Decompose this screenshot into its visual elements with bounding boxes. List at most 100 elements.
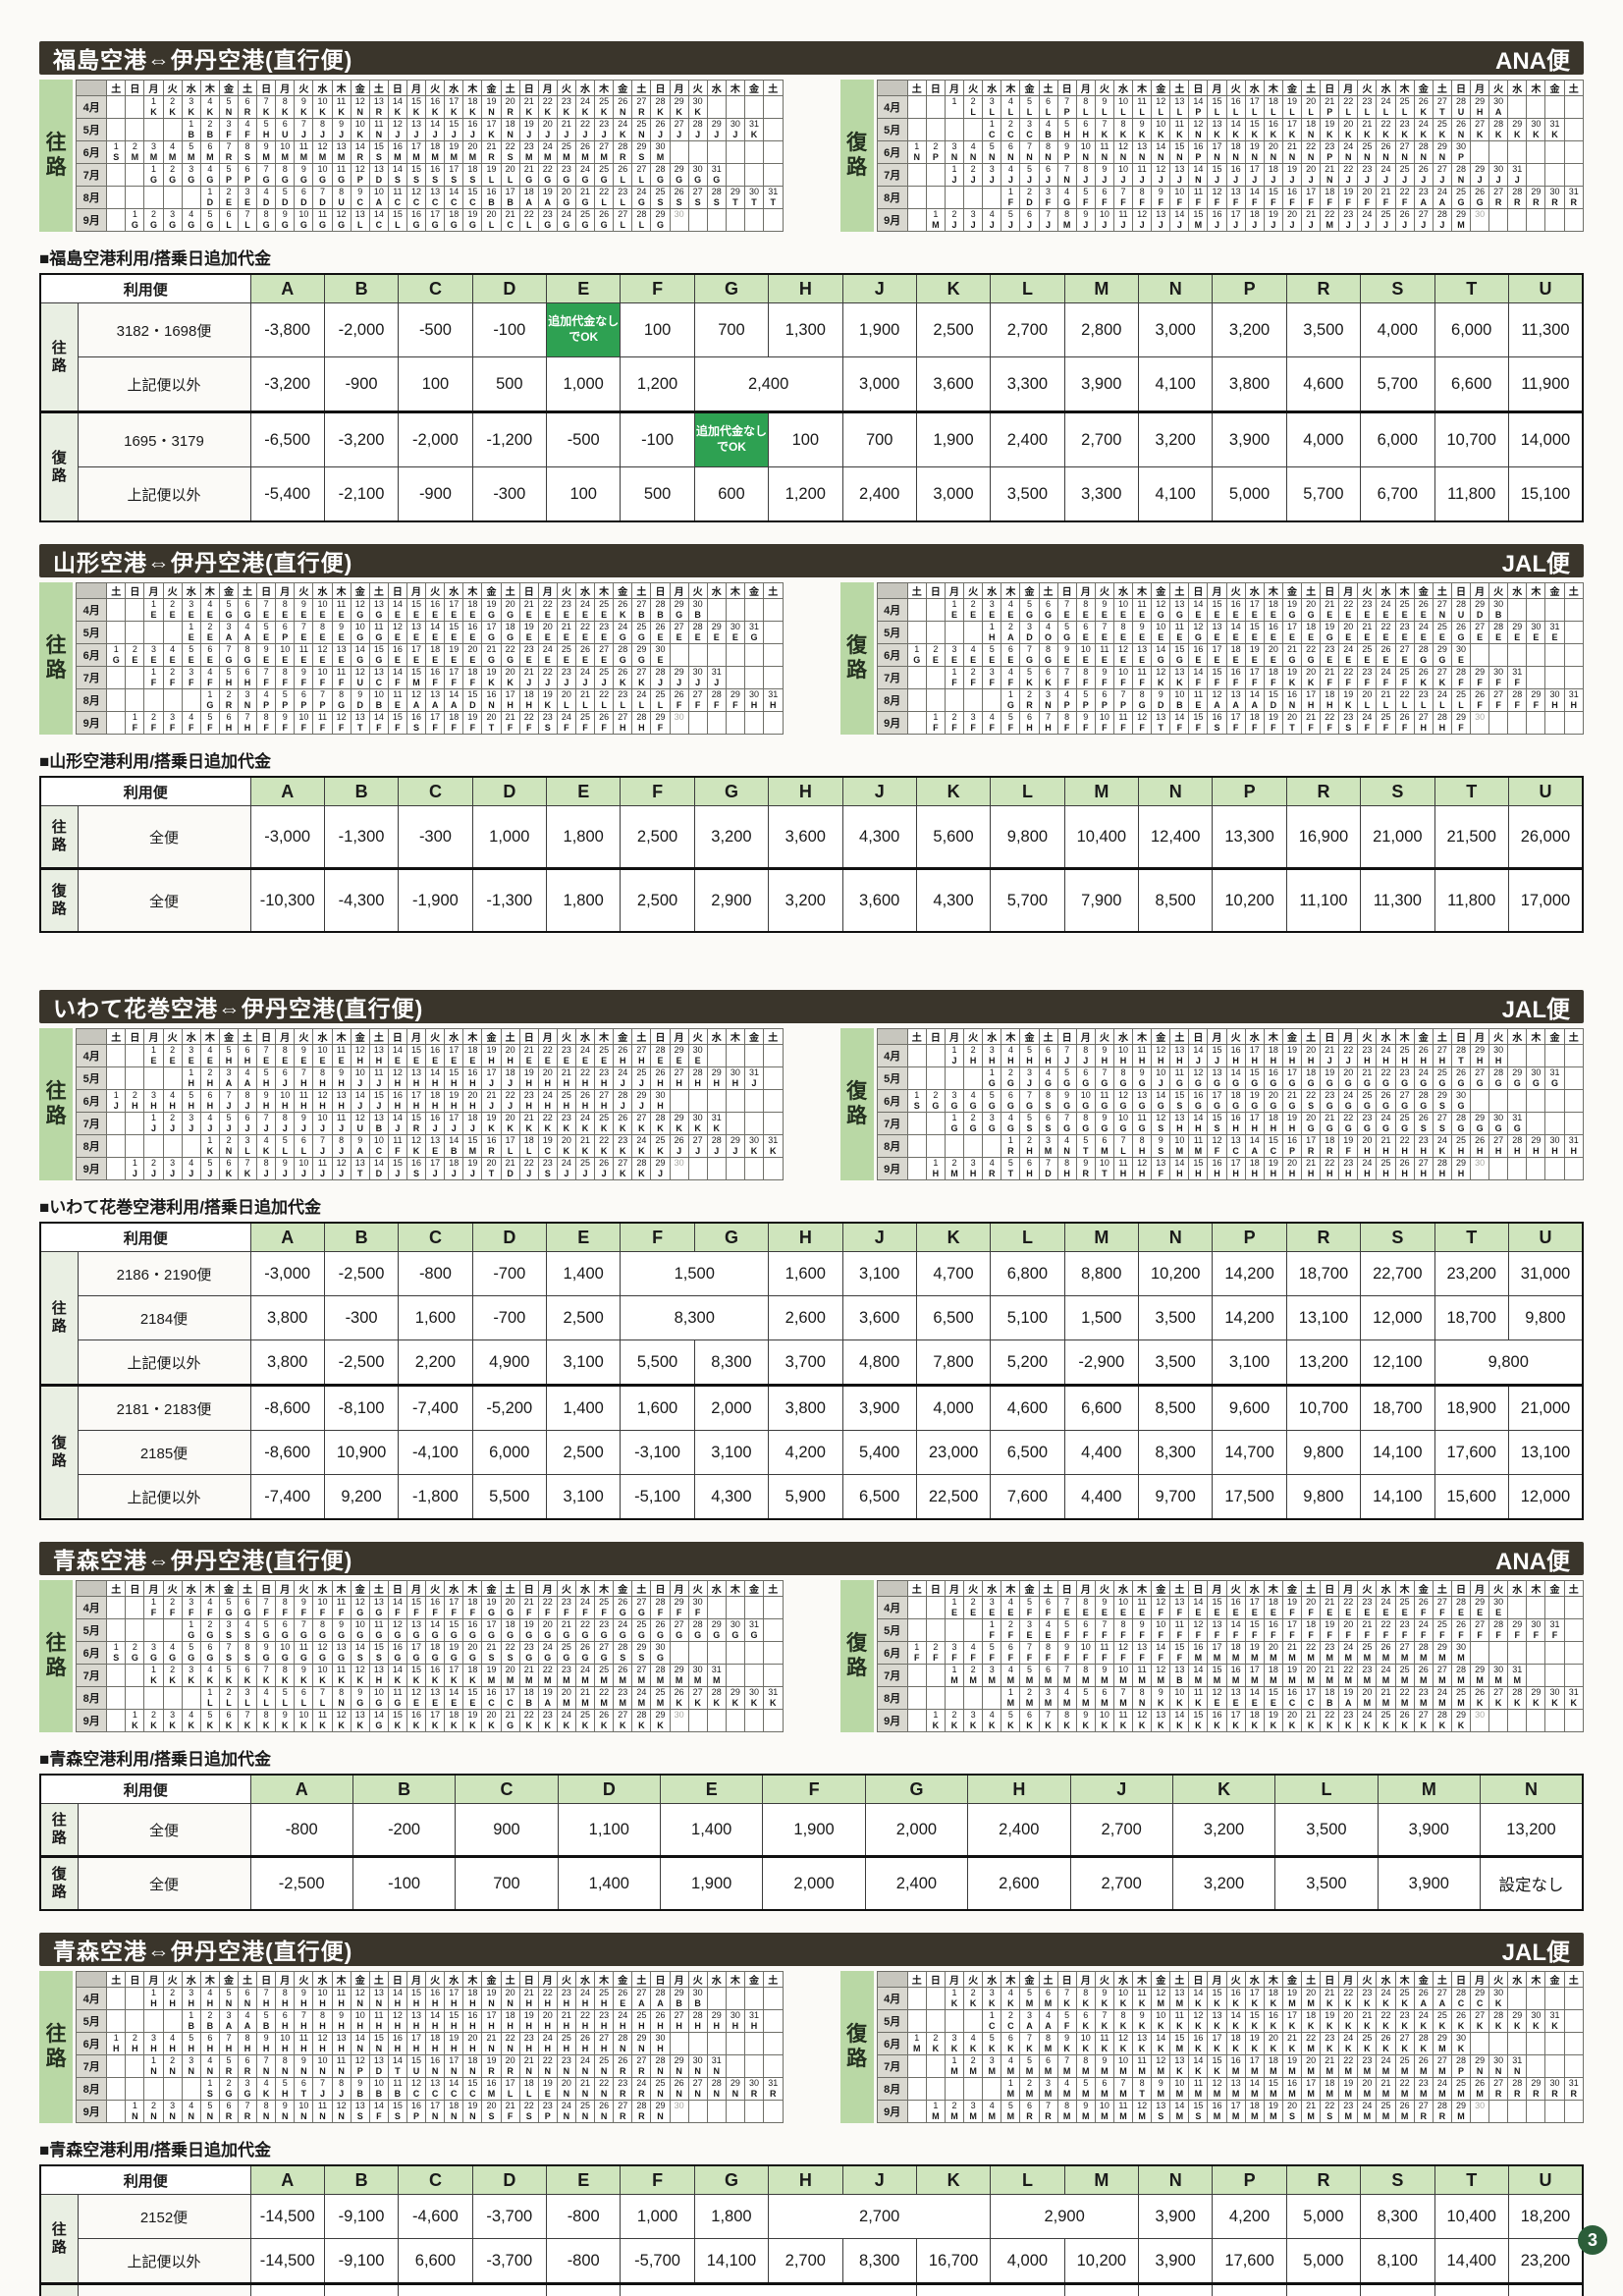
calendar-day-cell: 10 C: [368, 1134, 389, 1158]
calendar-day-cell: [925, 1066, 946, 1090]
calendar-day-cell: 29 H: [1450, 1157, 1472, 1180]
calendar-day-cell: [1488, 2032, 1509, 2055]
weekday-header-cell: 木: [725, 1580, 745, 1597]
fare-value-cell: 100: [398, 356, 473, 412]
calendar-day-cell: [944, 1686, 965, 1710]
weekday-header-cell: 土: [1432, 1580, 1452, 1597]
weekday-header-cell: 金: [350, 1028, 370, 1045]
calendar-day-cell: 21 K: [1281, 2032, 1303, 2055]
calendar-day-cell: [143, 118, 164, 141]
weekday-header-cell: 火: [963, 1971, 984, 1988]
calendar-day-cell: 29 S: [1432, 1089, 1452, 1113]
weekday-header-cell: 木: [1001, 1580, 1021, 1597]
fare-value-cell: 9,800: [1434, 1339, 1584, 1386]
calendar-day-cell: [1563, 711, 1585, 735]
fare-value-cell: 2,600: [967, 1855, 1071, 1911]
weekday-header-cell: 日: [1450, 582, 1472, 599]
calendar-day-cell: [143, 621, 164, 644]
month-label: 6月: [76, 2032, 108, 2055]
calendar-day-cell: 22 G: [1376, 1066, 1396, 1090]
fare-value-cell: 13,200: [1285, 1339, 1362, 1386]
weekday-header-cell: 土: [1038, 1971, 1058, 1988]
calendar-day-cell: 17 H: [1225, 1157, 1246, 1180]
calendar-day-cell: 16 R: [481, 1134, 502, 1158]
calendar-day-cell: 12 G: [1112, 1089, 1134, 1113]
calendar-day-cell: 15 F: [406, 1596, 427, 1619]
month-row: 4月 1 H 2 H 3 H 4 H 5 N 6 N 7 H 8 H 9 H 10 H 11 H 12 N 13 N 14 H 15 H 16…: [76, 1987, 784, 2010]
weekday-header-cell: 月: [537, 1580, 558, 1597]
calendar-day-cell: 14 E: [1188, 598, 1209, 622]
calendar-day-cell: 31 K: [763, 1686, 784, 1710]
fare-value-cell: 2,700: [1069, 1803, 1173, 1857]
calendar-day-cell: 28 C: [1450, 1987, 1472, 2010]
fare-header: 利用便 A B C D E F G H J K L M N P R S T U: [39, 2164, 1584, 2195]
calendar-day-cell: 26 F: [1450, 1618, 1472, 1642]
calendar-day-cell: 12 K: [1151, 666, 1171, 689]
calendar-day-cell: 19 J: [462, 1157, 483, 1180]
calendar-day-cell: 24 K: [556, 1709, 576, 1732]
calendar-day-cell: 14 F: [1225, 1618, 1246, 1642]
fare-value-cell: 1,000: [620, 2194, 695, 2239]
calendar-day-cell: 16 L: [1225, 95, 1246, 119]
calendar-corner-cell: [76, 1028, 108, 1045]
fare-value-cell: 2,000: [762, 1855, 866, 1911]
fare-value-cell: -900: [323, 356, 400, 412]
fare-column-header: R: [1285, 2164, 1362, 2195]
calendar-day-cell: 25 J: [631, 1066, 652, 1090]
calendar-day-cell: 17 E: [406, 643, 427, 667]
calendar-day-cell: 16 N: [1281, 688, 1303, 712]
calendar-day-cell: 25 N: [650, 2077, 671, 2101]
calendar-day-cell: 27 F: [1470, 1618, 1490, 1642]
calendar-day-cell: 17 H: [1244, 1112, 1265, 1135]
calendar-day-cell: 20 L: [1301, 95, 1322, 119]
calendar-day-cell: 28 R: [1432, 2100, 1452, 2123]
calendar-day-cell: 31 K: [706, 1112, 727, 1135]
weekday-header-cell: 金: [1281, 1971, 1303, 1988]
calendar-body: 4月 1 E 2 E 3 E 4 E 5 F 6 F 7 E 8 E 9 E 10 E 11 E 12 F 13 F 14 E 15 E 16…: [876, 1596, 1585, 1732]
calendar-day-cell: 30: [669, 1709, 689, 1732]
weekday-row: 土日月火水木金土日月火水木金土日月火水木金土日月火水木金土日月火水木金土: [76, 1580, 784, 1597]
calendar-day-cell: 22 H: [1394, 1134, 1415, 1158]
calendar-day-cell: 16 C: [1281, 1686, 1303, 1710]
calendar-day-cell: 26 K: [669, 1686, 689, 1710]
calendar-day-cell: [706, 208, 727, 232]
calendar-day-cell: 29 E: [706, 621, 727, 644]
calendar-day-cell: 20 H: [537, 1066, 558, 1090]
calendar-day-cell: 13 S: [350, 2100, 370, 2123]
calendar-day-cell: 10 J: [294, 1157, 314, 1180]
fare-value-cell: 8,500: [1138, 867, 1214, 933]
calendar-day-cell: 10 B: [368, 2077, 389, 2101]
fare-value-cell: 3,100: [841, 1251, 917, 1296]
calendar-day-cell: [1563, 2100, 1585, 2123]
calendar-day-cell: [181, 688, 201, 712]
calendar-day-cell: 31 G: [743, 621, 765, 644]
calendar-body: 4月 1 E 2 E 3 E 4 E 5 G 6 G 7 E 8 E 9 E 10 E 11 E 12 G 13 G 14 E 15 E 16…: [76, 598, 784, 735]
fare-value-cell: -3,200: [323, 410, 400, 467]
weekday-header-cell: 火: [1094, 80, 1114, 96]
calendar-day-cell: [906, 1618, 927, 1642]
fare-value-cell: 10,900: [323, 1430, 400, 1475]
calendar-day-cell: [125, 1112, 145, 1135]
calendar-day-cell: 23 J: [1338, 208, 1359, 232]
weekday-header-cell: 土: [631, 1580, 652, 1597]
route-section: 福島空港⇔伊丹空港(直行便) ANA便往 路土日月火水木金土日月火水木金土日月火水…: [39, 41, 1585, 522]
calendar-day-cell: 17 M: [1225, 2100, 1246, 2123]
weekday-header-cell: 金: [1281, 1028, 1303, 1045]
calendar-day-cell: 23 R: [613, 2077, 633, 2101]
weekday-header-cell: 金: [613, 80, 633, 96]
month-label: 7月: [76, 2054, 108, 2078]
calendar-day-cell: 11 H: [294, 2032, 314, 2055]
